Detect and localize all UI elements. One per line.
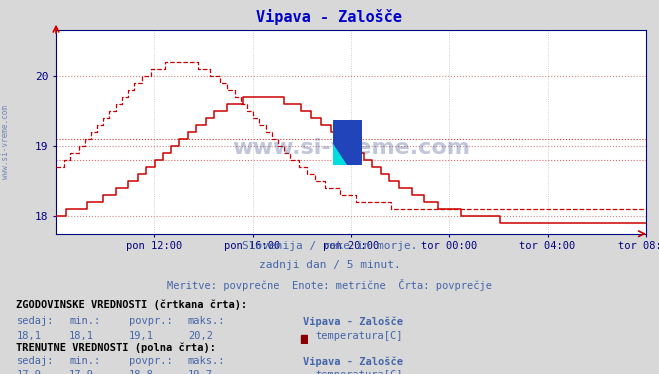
Text: 18,1: 18,1 [69, 331, 94, 341]
Bar [333, 120, 348, 142]
Text: 18,8: 18,8 [129, 370, 154, 374]
Text: Slovenija / reke in morje.: Slovenija / reke in morje. [242, 241, 417, 251]
Text: 18,1: 18,1 [16, 331, 42, 341]
Text: 19,1: 19,1 [129, 331, 154, 341]
Text: 20,2: 20,2 [188, 331, 213, 341]
Text: 17,9: 17,9 [16, 370, 42, 374]
Text: min.:: min.: [69, 356, 100, 366]
Text: ZGODOVINSKE VREDNOSTI (črtkana črta):: ZGODOVINSKE VREDNOSTI (črtkana črta): [16, 299, 248, 310]
Text: temperatura[C]: temperatura[C] [315, 370, 403, 374]
Text: zadnji dan / 5 minut.: zadnji dan / 5 minut. [258, 260, 401, 270]
Text: 19,7: 19,7 [188, 370, 213, 374]
Polygon shape [333, 120, 362, 165]
Text: min.:: min.: [69, 316, 100, 326]
Polygon shape [333, 142, 348, 165]
Text: maks.:: maks.: [188, 356, 225, 366]
Text: Meritve: povprečne  Enote: metrične  Črta: povprečje: Meritve: povprečne Enote: metrične Črta:… [167, 279, 492, 291]
Text: TRENUTNE VREDNOSTI (polna črta):: TRENUTNE VREDNOSTI (polna črta): [16, 343, 216, 353]
Text: sedaj:: sedaj: [16, 356, 54, 366]
Text: temperatura[C]: temperatura[C] [315, 331, 403, 341]
Text: 17,9: 17,9 [69, 370, 94, 374]
Text: sedaj:: sedaj: [16, 316, 54, 326]
Text: povpr.:: povpr.: [129, 316, 172, 326]
Text: Vipava - Zalošče: Vipava - Zalošče [303, 316, 403, 327]
Text: Vipava - Zalošče: Vipava - Zalošče [303, 356, 403, 367]
Bar [301, 335, 307, 343]
Text: Vipava - Zalošče: Vipava - Zalošče [256, 9, 403, 25]
Text: www.si-vreme.com: www.si-vreme.com [232, 138, 470, 158]
Text: maks.:: maks.: [188, 316, 225, 326]
Text: www.si-vreme.com: www.si-vreme.com [1, 105, 10, 179]
Text: povpr.:: povpr.: [129, 356, 172, 366]
